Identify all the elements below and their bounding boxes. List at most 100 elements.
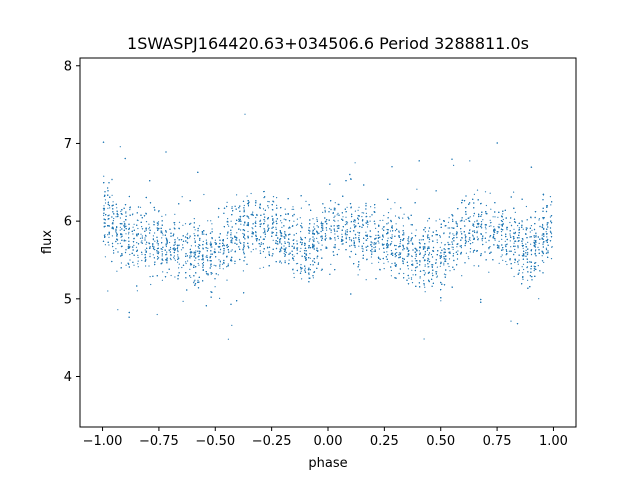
data-point <box>217 245 219 248</box>
data-point <box>484 226 487 228</box>
data-point <box>383 268 385 270</box>
data-point <box>489 236 491 238</box>
data-point <box>419 276 421 278</box>
data-point <box>436 239 438 241</box>
data-point <box>244 113 246 115</box>
data-point <box>210 253 212 255</box>
data-point <box>476 230 478 232</box>
data-point <box>190 245 192 247</box>
data-point <box>198 244 200 246</box>
data-point <box>141 253 143 255</box>
data-point <box>513 242 515 244</box>
data-point <box>363 242 365 244</box>
data-point <box>489 219 491 221</box>
data-point <box>300 231 302 233</box>
data-point <box>145 265 147 267</box>
data-point <box>324 233 326 235</box>
data-point <box>308 240 310 242</box>
data-point <box>296 249 298 251</box>
data-point <box>222 268 224 270</box>
data-point <box>448 217 450 219</box>
data-point <box>165 244 167 246</box>
data-point <box>351 244 353 246</box>
data-point <box>542 225 544 227</box>
data-point <box>113 217 115 220</box>
data-point <box>156 258 159 260</box>
data-point <box>543 261 545 263</box>
data-point <box>313 238 315 240</box>
data-point <box>268 201 270 203</box>
data-point <box>396 252 398 254</box>
data-point <box>410 278 413 280</box>
data-point <box>324 209 326 211</box>
data-point <box>243 204 245 207</box>
data-point <box>431 272 433 274</box>
data-point <box>309 257 311 259</box>
data-point <box>367 237 369 240</box>
data-point <box>365 279 367 281</box>
data-point <box>357 231 359 233</box>
data-point <box>185 262 187 265</box>
data-point <box>381 228 383 230</box>
data-point <box>288 227 290 229</box>
data-point <box>173 255 175 257</box>
data-point <box>174 224 176 226</box>
data-point <box>346 229 348 231</box>
data-point <box>129 209 131 211</box>
data-point <box>426 236 429 238</box>
data-point <box>461 275 463 277</box>
data-point <box>136 219 138 221</box>
data-point <box>493 226 495 228</box>
data-point <box>517 247 519 249</box>
data-point <box>362 223 364 225</box>
data-point <box>198 264 200 266</box>
data-point <box>202 240 204 243</box>
data-point <box>259 219 262 221</box>
data-point <box>445 274 447 276</box>
data-point <box>334 239 336 241</box>
data-point <box>133 264 135 266</box>
data-point <box>451 227 453 229</box>
data-point <box>350 240 353 242</box>
data-point <box>219 251 221 253</box>
data-point <box>420 239 422 241</box>
data-point <box>334 202 336 204</box>
data-point <box>291 208 293 210</box>
data-point <box>128 231 130 233</box>
data-point <box>231 206 233 208</box>
data-point <box>521 242 523 244</box>
data-point <box>402 217 404 219</box>
data-point <box>541 255 543 257</box>
data-point <box>386 245 388 247</box>
data-point <box>533 244 535 247</box>
data-point <box>234 262 236 265</box>
data-point <box>263 190 265 193</box>
data-point <box>149 253 151 255</box>
data-point <box>154 240 156 242</box>
data-point <box>214 239 216 241</box>
data-point <box>300 237 302 239</box>
data-point <box>248 217 250 219</box>
data-point <box>394 256 396 258</box>
data-point <box>354 221 356 223</box>
data-point <box>210 264 212 266</box>
data-point <box>207 247 209 249</box>
data-point <box>221 263 224 265</box>
data-point <box>195 250 197 252</box>
data-point <box>381 243 383 245</box>
data-point <box>255 220 257 222</box>
data-point <box>452 218 454 220</box>
data-point <box>427 246 429 248</box>
data-point <box>193 238 196 240</box>
data-point <box>161 279 163 281</box>
data-point <box>193 233 195 235</box>
data-point <box>120 210 122 212</box>
data-point <box>449 233 451 235</box>
data-point <box>538 218 541 220</box>
data-point <box>443 273 446 275</box>
data-point <box>379 219 381 222</box>
data-point <box>157 221 160 223</box>
data-point <box>178 263 180 265</box>
data-point <box>535 234 537 236</box>
data-point <box>469 216 471 218</box>
